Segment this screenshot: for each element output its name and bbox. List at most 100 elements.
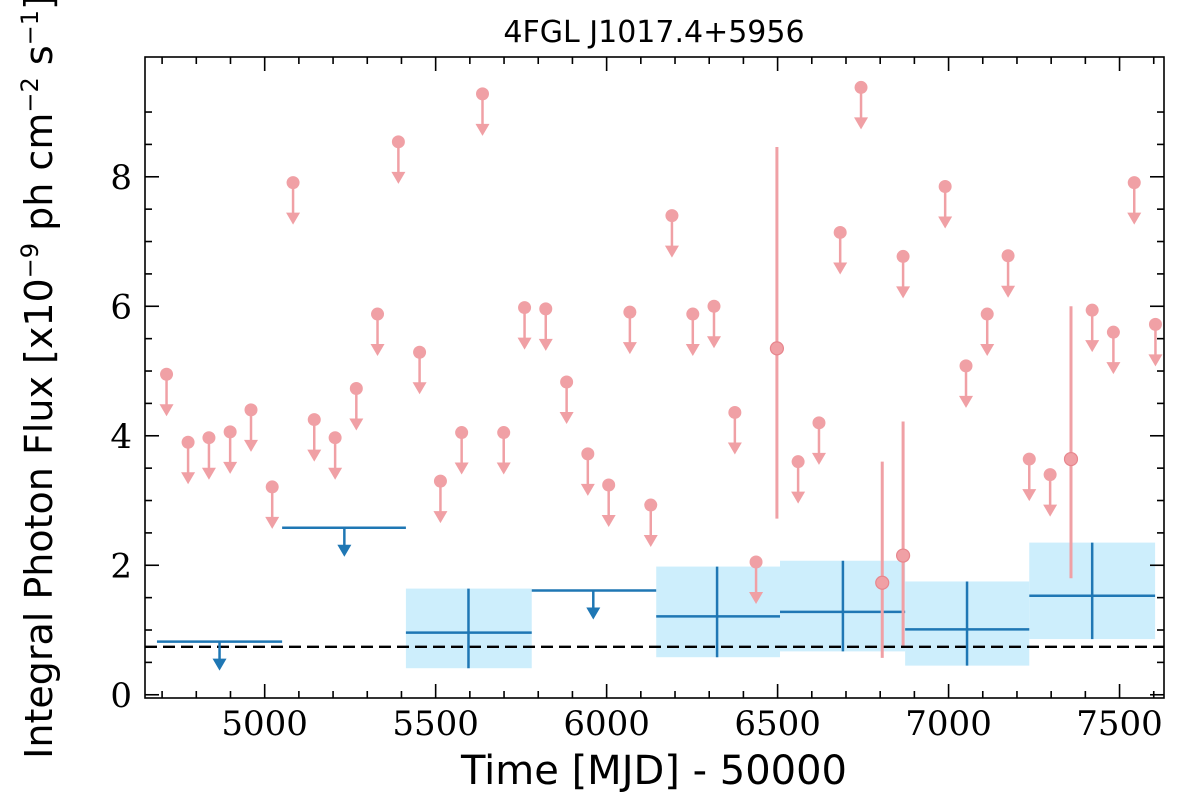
y-axis-label-part-2: ph cm bbox=[17, 113, 61, 243]
short-bin-upper-limit-point bbox=[286, 176, 300, 190]
short-bin-upper-limit-arrow-head bbox=[349, 418, 364, 431]
x-tick-label: 7500 bbox=[1076, 704, 1163, 744]
short-bin-upper-limit-point bbox=[623, 305, 637, 319]
short-bin-upper-limit-arrow-head bbox=[601, 514, 616, 527]
short-bin-upper-limit-arrow-head bbox=[286, 212, 301, 225]
short-bin-upper-limit-arrow-head bbox=[454, 462, 469, 475]
plot-frame bbox=[144, 56, 1165, 699]
short-bin-upper-limit-arrow-head bbox=[664, 245, 679, 258]
short-bin-upper-limit-arrow-head bbox=[244, 439, 259, 452]
short-bin-upper-limit-arrow-head bbox=[896, 286, 911, 299]
short-bin-detection-point bbox=[769, 341, 785, 356]
short-bin-upper-limit-point bbox=[896, 249, 910, 263]
short-bin-upper-limit-arrow-head bbox=[938, 216, 953, 229]
short-bin-upper-limit-point bbox=[518, 301, 532, 315]
short-bin-detection-point bbox=[875, 575, 890, 590]
short-bin-upper-limit-point bbox=[1148, 317, 1162, 331]
long-bin-upper-limit-arrow-head bbox=[586, 607, 601, 620]
long-bins-layer bbox=[156, 526, 1156, 671]
short-bin-upper-limit-point bbox=[707, 299, 721, 313]
short-bin-upper-limit-point bbox=[391, 135, 405, 149]
short-bin-upper-limit-arrow-head bbox=[328, 467, 343, 480]
short-bin-upper-limit-arrow-head bbox=[1085, 340, 1100, 353]
short-bin-upper-limit-point bbox=[938, 179, 952, 193]
long-bin-upper-limit-arrow-head bbox=[212, 658, 227, 671]
short-bin-upper-limit-arrow-head bbox=[433, 511, 448, 524]
short-bin-upper-limit-arrow-head bbox=[811, 452, 826, 465]
long-bin-upper-limit-arrow-head bbox=[337, 544, 352, 557]
short-bin-upper-limit-point bbox=[476, 87, 490, 101]
short-bin-upper-limit-point bbox=[812, 416, 826, 430]
short-bin-detection-point bbox=[1063, 451, 1079, 467]
short-bin-upper-limit-arrow-head bbox=[1148, 354, 1163, 367]
short-bin-upper-limit-point bbox=[665, 209, 679, 223]
short-bin-upper-limit-arrow-head bbox=[727, 442, 742, 455]
short-bin-upper-limit-arrow-head bbox=[265, 516, 280, 529]
short-bin-upper-limit-point bbox=[181, 435, 195, 449]
short-bin-upper-limit-arrow-head bbox=[1022, 489, 1037, 502]
y-tick-label: 4 bbox=[110, 417, 132, 457]
short-bin-upper-limit-point bbox=[833, 225, 847, 239]
short-bin-upper-limit-arrow-head bbox=[538, 338, 553, 351]
x-tick-label: 5000 bbox=[221, 704, 308, 744]
short-bin-upper-limit-point bbox=[1043, 468, 1057, 482]
short-bin-upper-limit-point bbox=[349, 382, 363, 396]
y-axis-label-exponent-3: −1 bbox=[16, 10, 44, 45]
short-bin-upper-limit-point bbox=[539, 302, 553, 316]
short-bin-upper-limit-arrow-head bbox=[706, 336, 721, 349]
y-tick-label: 8 bbox=[110, 158, 132, 198]
short-bin-upper-limit-point bbox=[1001, 249, 1015, 263]
short-bin-upper-limit-arrow-head bbox=[307, 449, 322, 462]
short-bin-upper-limit-arrow-head bbox=[1001, 285, 1016, 298]
short-bin-upper-limit-point bbox=[854, 80, 868, 94]
x-tick-label: 7000 bbox=[905, 704, 992, 744]
short-bin-upper-limit-arrow-head bbox=[1043, 504, 1058, 517]
x-tick-label: 6500 bbox=[734, 704, 821, 744]
short-bin-upper-limit-point bbox=[791, 455, 805, 469]
short-bin-upper-limit-point bbox=[265, 480, 279, 494]
short-bin-upper-limit-point bbox=[497, 426, 511, 440]
short-bin-upper-limit-arrow-head bbox=[159, 404, 174, 417]
short-bin-upper-limit-point bbox=[244, 403, 258, 417]
short-bin-upper-limit-point bbox=[1022, 452, 1036, 466]
short-bin-upper-limit-arrow-head bbox=[1106, 362, 1121, 375]
short-bin-upper-limit-arrow-head bbox=[791, 491, 806, 504]
short-bin-upper-limit-point bbox=[328, 431, 342, 445]
short-bin-upper-limit-point bbox=[644, 498, 658, 512]
short-bin-upper-limit-point bbox=[1106, 325, 1120, 339]
short-bin-upper-limit-arrow-head bbox=[181, 472, 196, 485]
short-bin-upper-limit-point bbox=[202, 431, 216, 445]
short-bins-layer bbox=[159, 80, 1163, 658]
short-bin-upper-limit-point bbox=[1127, 176, 1141, 190]
short-bin-upper-limit-arrow-head bbox=[833, 262, 848, 275]
short-bin-upper-limit-arrow-head bbox=[854, 117, 869, 130]
short-bin-upper-limit-point bbox=[371, 307, 385, 321]
short-bin-upper-limit-point bbox=[1085, 303, 1099, 317]
short-bin-upper-limit-arrow-head bbox=[223, 461, 238, 474]
y-axis-label-exponent-1: −9 bbox=[16, 243, 44, 278]
axis-ticks: 5000 5500 6000 6500 7000 7500 0 2 4 6 8 bbox=[110, 57, 1164, 744]
short-bin-upper-limit-point bbox=[581, 447, 595, 461]
short-bin-upper-limit-arrow-head bbox=[643, 535, 658, 548]
short-bin-upper-limit-arrow-head bbox=[475, 123, 490, 136]
x-tick-label: 5500 bbox=[392, 704, 479, 744]
short-bin-upper-limit-arrow-head bbox=[517, 337, 532, 350]
short-bin-upper-limit-point bbox=[433, 474, 447, 488]
short-bin-upper-limit-arrow-head bbox=[622, 342, 637, 355]
short-bin-upper-limit-arrow-head bbox=[559, 412, 574, 425]
short-bin-upper-limit-point bbox=[560, 375, 574, 389]
short-bin-upper-limit-point bbox=[728, 405, 742, 419]
y-axis-label: Integral Photon Flux [x10−9 ph cm−2 s−1] bbox=[16, 0, 61, 759]
y-axis-label-exponent-2: −2 bbox=[16, 77, 44, 112]
short-bin-upper-limit-arrow-head bbox=[370, 344, 385, 357]
short-bin-upper-limit-point bbox=[160, 367, 174, 381]
short-bin-upper-limit-point bbox=[413, 345, 427, 359]
x-axis-label: Time [MJD] - 50000 bbox=[460, 748, 847, 794]
short-bin-upper-limit-point bbox=[223, 425, 237, 439]
short-bin-upper-limit-arrow-head bbox=[959, 395, 974, 408]
short-bin-upper-limit-arrow-head bbox=[412, 382, 427, 395]
short-bin-upper-limit-point bbox=[307, 413, 321, 427]
y-axis-label-part-3: s bbox=[17, 45, 61, 77]
